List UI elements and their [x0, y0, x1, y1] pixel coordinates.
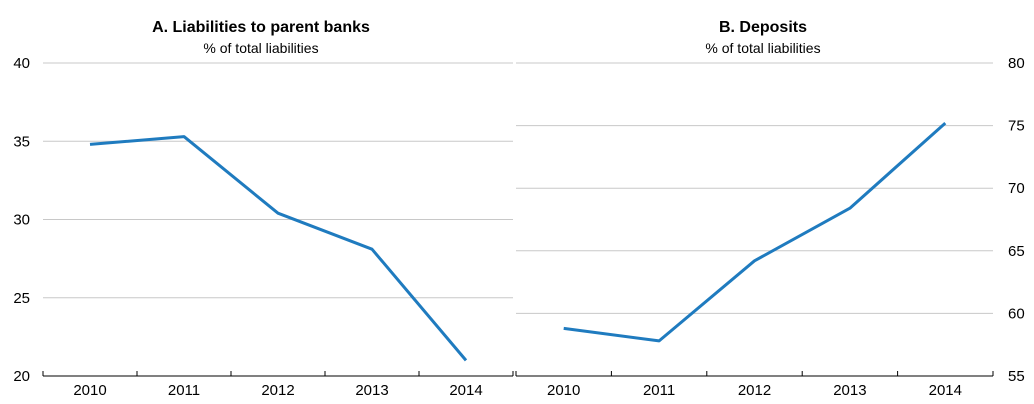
panel-b-title: B. Deposits [719, 19, 807, 36]
y-tick-label: 70 [1008, 180, 1025, 197]
y-tick-label: 25 [13, 290, 30, 307]
panel-a-subtitle: % of total liabilities [203, 40, 318, 56]
y-tick-label: 75 [1008, 118, 1025, 135]
series-line [89, 135, 468, 362]
x-tick-label: 2011 [643, 382, 675, 399]
x-tick-label: 2013 [833, 382, 866, 399]
x-tick-label: 2010 [73, 382, 106, 399]
y-tick-label: 55 [1008, 368, 1025, 385]
y-tick-label: 60 [1008, 305, 1025, 322]
x-tick-label: 2012 [261, 382, 294, 399]
series-line [563, 121, 947, 343]
y-tick-label: 40 [13, 55, 30, 72]
y-tick-label: 35 [13, 133, 30, 150]
y-tick-label: 30 [13, 212, 30, 229]
y-tick-label: 80 [1008, 55, 1025, 72]
x-tick-label: 2012 [738, 382, 771, 399]
x-tick-label: 2013 [355, 382, 388, 399]
x-tick-label: 2011 [168, 382, 200, 399]
x-tick-label: 2014 [929, 382, 962, 399]
y-tick-label: 65 [1008, 243, 1025, 260]
panel-a-title: A. Liabilities to parent banks [152, 19, 370, 36]
panel-a-liabilities: A. Liabilities to parent banks % of tota… [13, 19, 514, 399]
y-tick-label: 20 [13, 368, 30, 385]
panel-b-deposits: B. Deposits % of total liabilities 55 60 6… [515, 19, 1025, 399]
x-tick-label: 2010 [547, 382, 580, 399]
x-tick-label: 2014 [449, 382, 482, 399]
panel-b-subtitle: % of total liabilities [705, 40, 820, 56]
